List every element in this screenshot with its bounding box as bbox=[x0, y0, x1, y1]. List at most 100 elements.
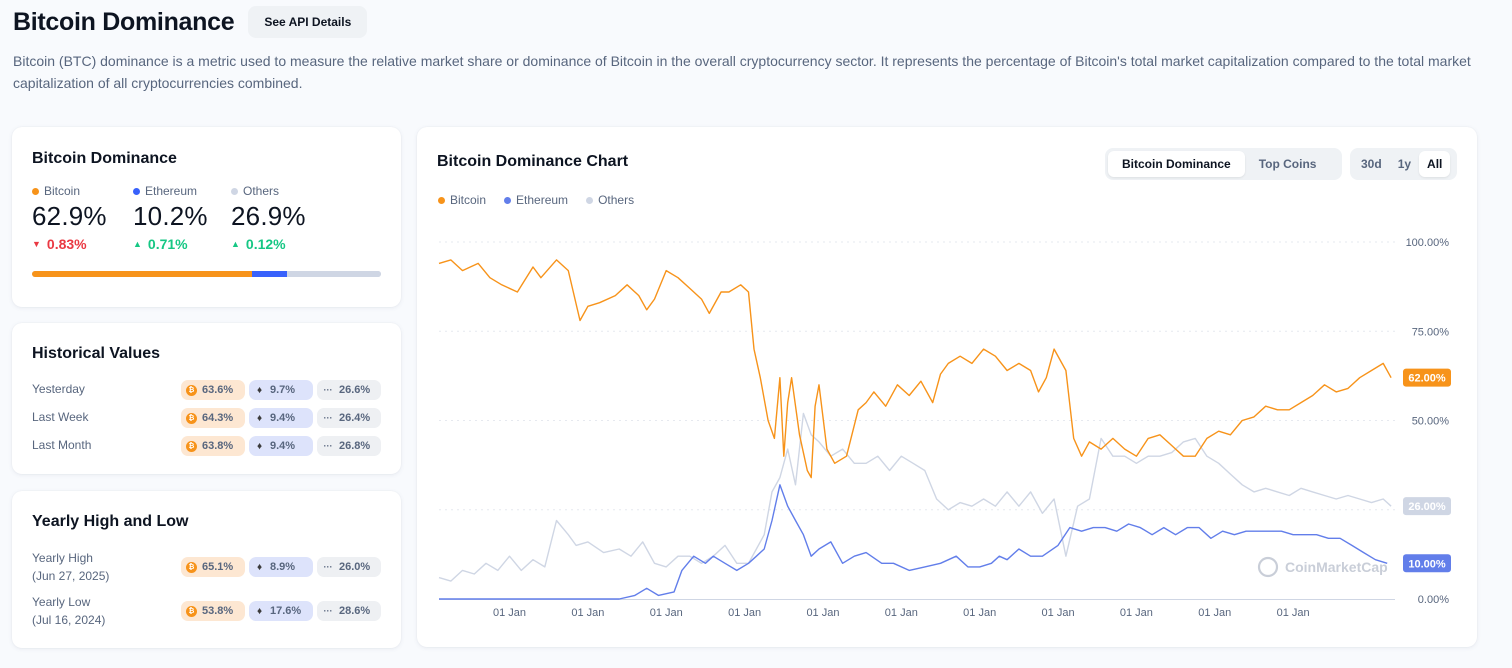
legend-item-bitcoin[interactable]: Bitcoin bbox=[438, 193, 486, 207]
bitcoin-icon: ₿ bbox=[186, 440, 197, 452]
x-tick-label: 01 Jan bbox=[1277, 607, 1310, 619]
row-label: Yesterday bbox=[32, 382, 85, 396]
bitcoin-icon: ₿ bbox=[186, 605, 197, 617]
y-tick-label: 75.00% bbox=[1412, 326, 1450, 338]
ethereum-dominance-value: 10.2% bbox=[133, 201, 208, 231]
bitcoin-icon: ₿ bbox=[186, 561, 197, 573]
others-pill: ··· 26.8% bbox=[317, 436, 381, 456]
others-dot-icon bbox=[586, 196, 594, 204]
range-all-button[interactable]: All bbox=[1419, 151, 1451, 177]
end-label-bitcoin: 62.00% bbox=[1408, 373, 1446, 385]
historical-row: Last Month ₿ 63.8% ♦ 9.4% ··· 26.8% bbox=[32, 436, 381, 458]
ethereum-icon: ♦ bbox=[256, 605, 263, 617]
legend-item-others[interactable]: Others bbox=[586, 193, 634, 207]
end-label-badge-others bbox=[1403, 497, 1451, 516]
triangle-up-icon: ▲ bbox=[231, 239, 240, 249]
legend-label: Bitcoin bbox=[450, 193, 487, 207]
row-label: Last Month bbox=[32, 438, 92, 452]
ellipsis-icon: ··· bbox=[323, 385, 333, 395]
btc-pill: ₿ 53.8% bbox=[181, 601, 245, 621]
page-description: Bitcoin (BTC) dominance is a metric used… bbox=[13, 53, 1471, 91]
others-pill: ··· 26.4% bbox=[317, 408, 381, 428]
btc-value: 63.8% bbox=[202, 440, 234, 452]
eth-value: 9.4% bbox=[270, 440, 296, 452]
ethereum-dot-icon bbox=[133, 187, 140, 195]
others-value: 28.6% bbox=[339, 605, 371, 617]
x-tick-label: 01 Jan bbox=[493, 607, 526, 619]
others-value: 26.8% bbox=[339, 440, 371, 452]
others-dot-icon bbox=[231, 187, 238, 195]
y-tick-label: 50.00% bbox=[1412, 416, 1450, 428]
others-value: 26.6% bbox=[339, 384, 371, 396]
chart-legend: Bitcoin Ethereum Others bbox=[438, 193, 634, 207]
triangle-down-icon: ▼ bbox=[32, 239, 41, 249]
end-label-others: 26.00% bbox=[1408, 501, 1446, 513]
btc-value: 64.3% bbox=[202, 412, 234, 424]
yearly-low-date: (Jul 16, 2024) bbox=[32, 613, 106, 627]
row-label: Yearly High (Jun 27, 2025) bbox=[32, 551, 109, 583]
btc-value: 65.1% bbox=[202, 561, 234, 573]
yearly-high-label: Yearly High bbox=[32, 551, 93, 565]
eth-value: 9.7% bbox=[270, 384, 296, 396]
eth-pill: ♦ 9.4% bbox=[249, 436, 313, 456]
yearly-high-low-card: Yearly High and Low Yearly High (Jun 27,… bbox=[12, 491, 401, 648]
yearly-high-row: Yearly High (Jun 27, 2025) ₿ 65.1% ♦ 8.9% … bbox=[32, 551, 381, 591]
x-tick-label: 01 Jan bbox=[571, 607, 604, 619]
ellipsis-icon: ··· bbox=[323, 562, 333, 572]
page-title: Bitcoin Dominance bbox=[13, 7, 235, 36]
tab-top-coins[interactable]: Top Coins bbox=[1245, 151, 1331, 177]
eth-pill: ♦ 8.9% bbox=[249, 557, 313, 577]
others-dominance-value: 26.9% bbox=[231, 201, 306, 231]
bitcoin-dot-icon bbox=[32, 187, 39, 195]
chart-range-toggle: 30d 1y All bbox=[1350, 148, 1457, 180]
legend-label: Others bbox=[598, 193, 635, 207]
ellipsis-icon: ··· bbox=[323, 606, 333, 616]
coinmarketcap-logo-icon bbox=[1257, 556, 1279, 578]
series-line-ethereum bbox=[439, 484, 1388, 600]
eth-value: 8.9% bbox=[270, 561, 296, 573]
ethereum-share-segment bbox=[251, 271, 288, 277]
ellipsis-icon: ··· bbox=[323, 413, 333, 423]
ethereum-dot-icon bbox=[504, 196, 512, 204]
range-30d-button[interactable]: 30d bbox=[1353, 151, 1390, 177]
btc-pill: ₿ 63.6% bbox=[181, 380, 245, 400]
eth-value: 9.4% bbox=[270, 412, 296, 424]
ethereum-icon: ♦ bbox=[256, 412, 263, 424]
ethereum-icon: ♦ bbox=[256, 440, 263, 452]
bitcoin-dominance-value: 62.9% bbox=[32, 201, 107, 231]
row-label: Yearly Low (Jul 16, 2024) bbox=[32, 595, 105, 627]
tab-bitcoin-dominance[interactable]: Bitcoin Dominance bbox=[1108, 151, 1245, 177]
btc-pill: ₿ 65.1% bbox=[181, 557, 245, 577]
chart-type-toggle: Bitcoin Dominance Top Coins bbox=[1105, 148, 1342, 180]
legend-item-ethereum[interactable]: Ethereum bbox=[504, 193, 568, 207]
others-change-value: 0.12% bbox=[245, 236, 286, 252]
bitcoin-icon: ₿ bbox=[186, 384, 197, 396]
see-api-details-button[interactable]: See API Details bbox=[248, 6, 368, 38]
bitcoin-share-segment bbox=[32, 271, 252, 277]
btc-value: 53.8% bbox=[202, 605, 234, 617]
x-tick-label: 01 Jan bbox=[1198, 607, 1231, 619]
bitcoin-label: Bitcoin bbox=[44, 184, 81, 198]
btc-pill: ₿ 64.3% bbox=[181, 408, 245, 428]
range-1y-button[interactable]: 1y bbox=[1390, 151, 1419, 177]
x-tick-label: 01 Jan bbox=[650, 607, 683, 619]
eth-value: 17.6% bbox=[270, 605, 302, 617]
others-dominance-stat: Others 26.9% ▲ 0.12% bbox=[231, 184, 306, 252]
others-value: 26.4% bbox=[339, 412, 371, 424]
others-pill: ··· 26.0% bbox=[317, 557, 381, 577]
end-label-badge-bitcoin bbox=[1403, 368, 1451, 387]
triangle-up-icon: ▲ bbox=[133, 239, 142, 249]
eth-pill: ♦ 17.6% bbox=[249, 601, 313, 621]
others-pill: ··· 26.6% bbox=[317, 380, 381, 400]
chart-title: Bitcoin Dominance Chart bbox=[437, 153, 629, 170]
historical-values-card: Historical Values Yesterday ₿ 63.6% ♦ 9.7%… bbox=[12, 323, 401, 474]
y-tick-label: 100.00% bbox=[1406, 237, 1450, 249]
dominance-share-bar bbox=[32, 271, 381, 277]
series-line-others bbox=[438, 412, 1392, 582]
historical-row: Yesterday ₿ 63.6% ♦ 9.7% ··· 26.6% bbox=[32, 380, 381, 402]
end-label-badge-ethereum bbox=[1403, 554, 1451, 573]
others-share-segment bbox=[287, 271, 381, 277]
historical-row: Last Week ₿ 64.3% ♦ 9.4% ··· 26.4% bbox=[32, 408, 381, 430]
